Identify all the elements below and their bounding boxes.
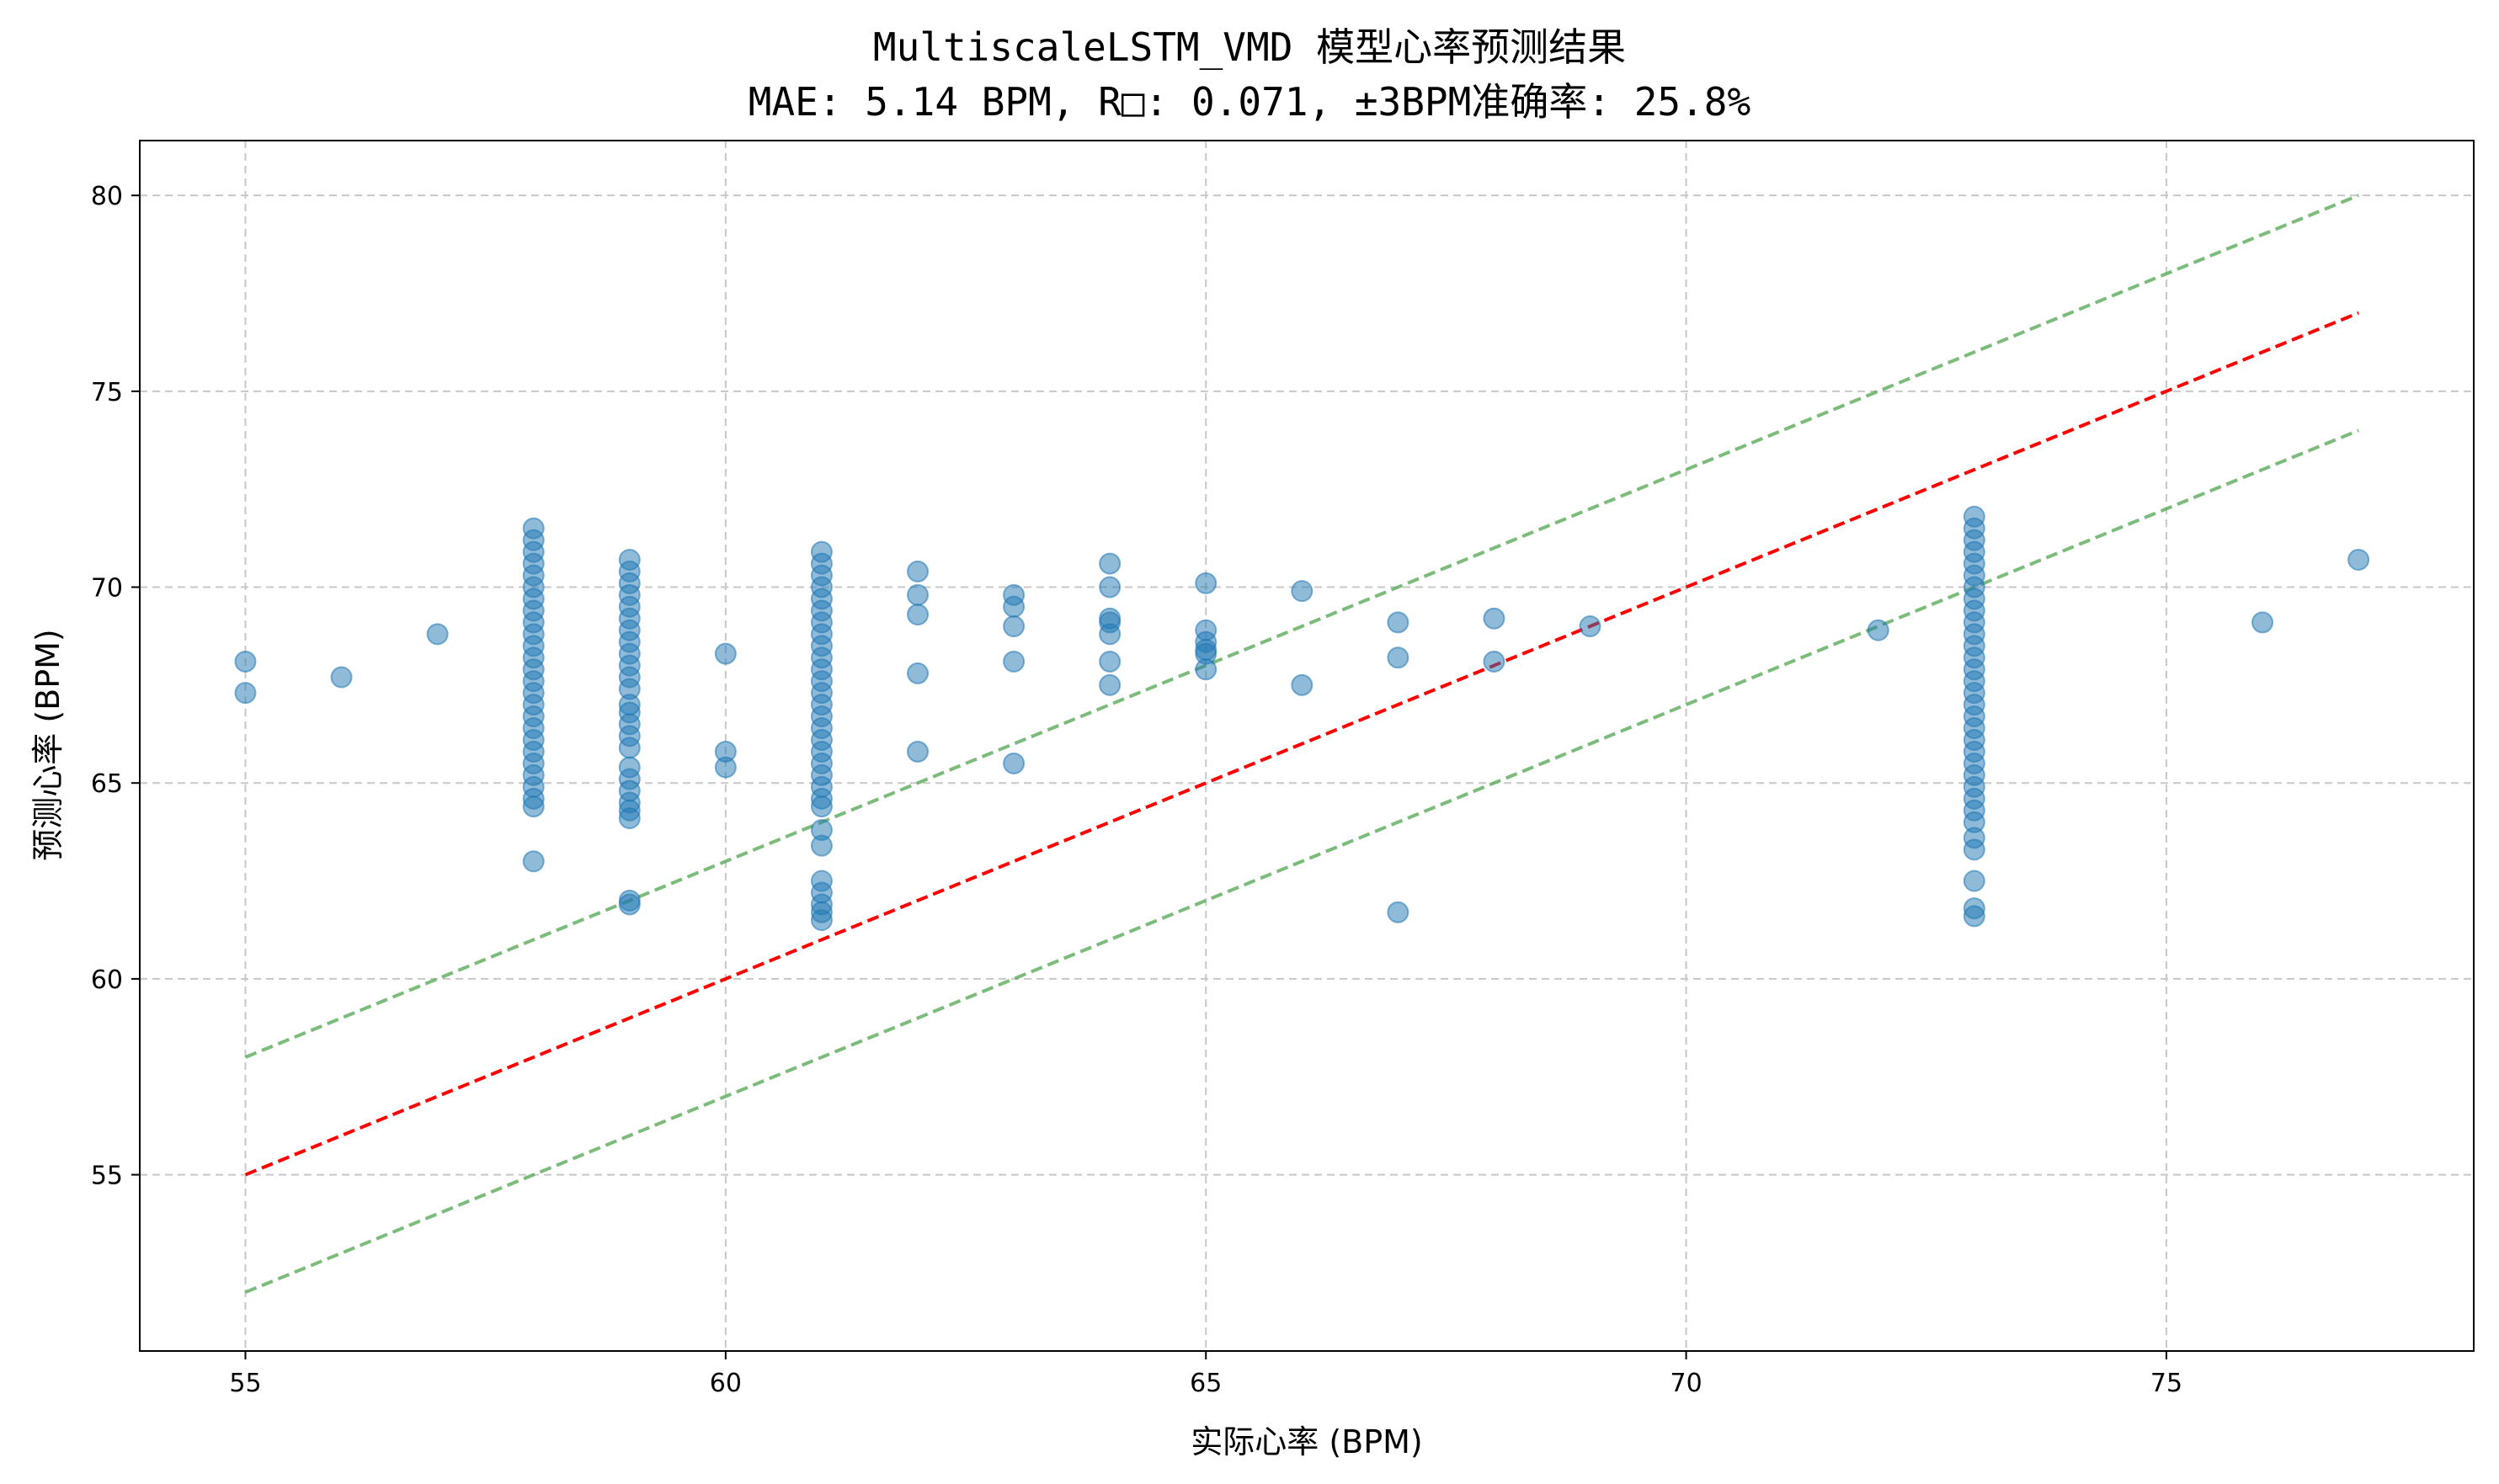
- data-point: [1195, 572, 1218, 594]
- data-point: [1003, 752, 1026, 774]
- x-tick-label: 75: [2150, 1369, 2182, 1398]
- data-point: [1291, 580, 1313, 603]
- data-point: [2347, 548, 2370, 571]
- data-point: [234, 682, 257, 705]
- data-point: [810, 834, 833, 857]
- data-point: [1291, 673, 1313, 696]
- data-point: [426, 623, 449, 646]
- y-axis-label: 预测心率 (BPM): [29, 629, 67, 861]
- data-point: [1387, 611, 1409, 634]
- y-tick-label: 80: [91, 182, 123, 211]
- chart-subtitle: MAE: 5.14 BPM, R□: 0.071, ±3BPM准确率: 25.8…: [749, 79, 1750, 125]
- lower-band-line: [244, 428, 2359, 1295]
- ideal-line: [244, 311, 2359, 1177]
- data-point: [618, 807, 641, 830]
- data-point: [907, 560, 929, 582]
- data-point: [1387, 646, 1409, 669]
- data-point: [1099, 623, 1122, 646]
- x-axis-label: 实际心率 (BPM): [1191, 1423, 1423, 1460]
- data-point: [1963, 870, 1985, 892]
- data-point: [1003, 650, 1026, 673]
- data-point: [907, 583, 929, 606]
- data-point: [1099, 650, 1122, 673]
- data-point: [907, 740, 929, 763]
- data-point: [1195, 658, 1218, 681]
- y-tick-label: 70: [91, 574, 123, 604]
- data-point: [522, 795, 545, 818]
- x-tick-label: 65: [1190, 1369, 1222, 1398]
- data-points: [234, 505, 2370, 932]
- data-point: [714, 756, 737, 779]
- data-point: [1099, 576, 1122, 598]
- data-point: [1099, 552, 1122, 575]
- data-point: [330, 666, 353, 689]
- data-point: [618, 893, 641, 916]
- grid-lines: [140, 141, 2474, 1351]
- y-tick-label: 65: [91, 769, 123, 799]
- data-point: [234, 650, 257, 673]
- y-tick-label: 75: [91, 378, 123, 407]
- upper-band-line: [244, 194, 2359, 1059]
- x-tick-label: 70: [1670, 1369, 1702, 1398]
- x-tick-label: 55: [229, 1369, 261, 1398]
- data-point: [907, 662, 929, 684]
- y-tick-label: 60: [91, 965, 123, 995]
- x-tick-label: 60: [710, 1369, 742, 1398]
- data-point: [522, 850, 545, 873]
- data-point: [1867, 619, 1889, 641]
- data-point: [1003, 615, 1026, 638]
- y-tick-label: 55: [91, 1162, 123, 1191]
- x-axis-ticks: 55 60 65 70 75: [229, 1351, 2182, 1398]
- data-point: [810, 909, 833, 932]
- data-point: [1483, 650, 1505, 673]
- reference-lines: [244, 194, 2359, 1295]
- plot-frame: [139, 140, 2475, 1352]
- data-point: [1387, 901, 1409, 923]
- data-point: [1963, 905, 1985, 928]
- chart-title: MultiscaleLSTM_VMD 模型心率预测结果: [873, 24, 1626, 70]
- data-point: [810, 795, 833, 818]
- data-point: [2251, 611, 2274, 634]
- data-point: [907, 604, 929, 626]
- data-point: [618, 737, 641, 759]
- data-point: [1579, 615, 1601, 638]
- data-point: [714, 642, 737, 665]
- data-point: [1099, 673, 1122, 696]
- data-point: [1963, 838, 1985, 861]
- y-axis-ticks: 55 60 65 70 75 80: [91, 182, 140, 1191]
- data-point: [1483, 607, 1505, 630]
- data-point: [1003, 595, 1026, 618]
